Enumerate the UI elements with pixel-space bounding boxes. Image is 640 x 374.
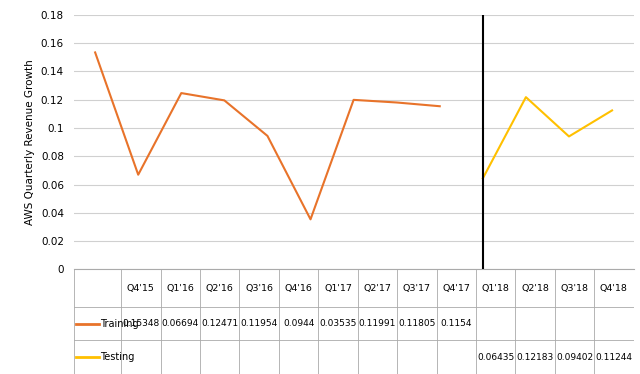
- Text: 0.03535: 0.03535: [319, 319, 356, 328]
- Text: Q4'16: Q4'16: [285, 283, 312, 292]
- Text: 0.12471: 0.12471: [201, 319, 238, 328]
- Text: 0.06435: 0.06435: [477, 353, 515, 362]
- Text: Q4'15: Q4'15: [127, 283, 155, 292]
- Text: Q1'16: Q1'16: [166, 283, 195, 292]
- Text: 0.11244: 0.11244: [595, 353, 632, 362]
- Text: Q3'17: Q3'17: [403, 283, 431, 292]
- Text: 0.11991: 0.11991: [358, 319, 396, 328]
- Text: Q2'17: Q2'17: [364, 283, 391, 292]
- Text: Training: Training: [100, 319, 139, 329]
- Text: Testing: Testing: [100, 352, 135, 362]
- Text: Q3'16: Q3'16: [245, 283, 273, 292]
- Text: 0.12183: 0.12183: [516, 353, 554, 362]
- Text: Q1'18: Q1'18: [482, 283, 509, 292]
- Text: Q4'18: Q4'18: [600, 283, 628, 292]
- Text: Q2'16: Q2'16: [206, 283, 234, 292]
- Text: Q3'18: Q3'18: [561, 283, 588, 292]
- Y-axis label: AWS Quarterly Revenue Growth: AWS Quarterly Revenue Growth: [25, 59, 35, 225]
- Text: 0.09402: 0.09402: [556, 353, 593, 362]
- Text: 0.11954: 0.11954: [241, 319, 278, 328]
- Text: Q2'18: Q2'18: [521, 283, 549, 292]
- Text: 0.06694: 0.06694: [162, 319, 199, 328]
- Text: Q1'17: Q1'17: [324, 283, 352, 292]
- Text: 0.1154: 0.1154: [440, 319, 472, 328]
- Text: 0.0944: 0.0944: [283, 319, 314, 328]
- Text: 0.11805: 0.11805: [398, 319, 435, 328]
- Text: 0.15348: 0.15348: [122, 319, 159, 328]
- Text: Q4'17: Q4'17: [442, 283, 470, 292]
